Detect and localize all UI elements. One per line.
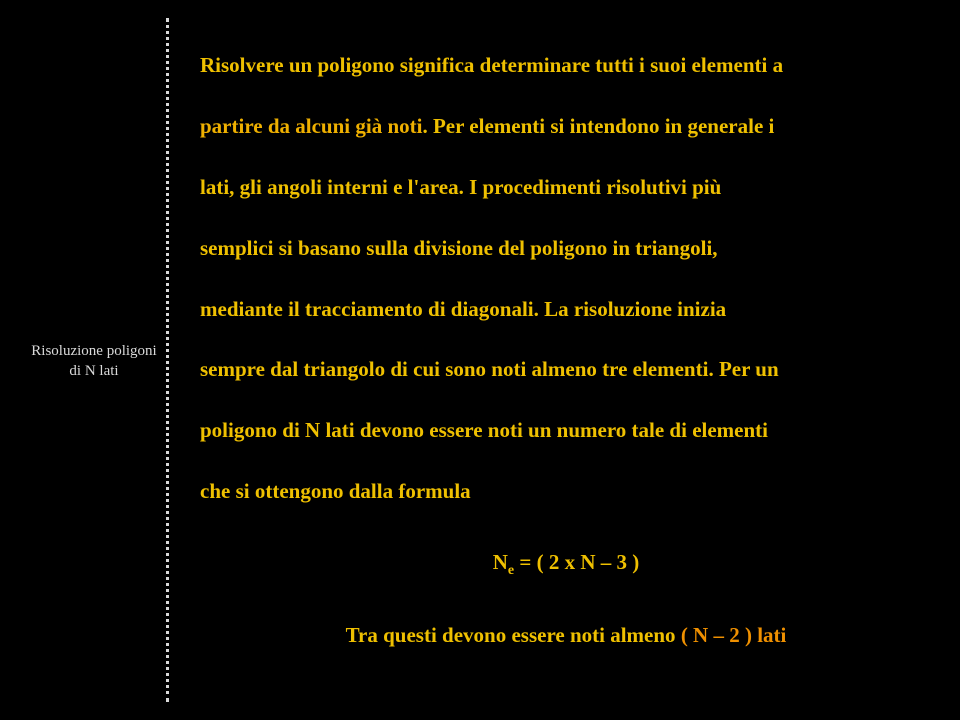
formula-rhs: = ( 2 x N – 3 ) <box>514 550 639 574</box>
body-line-5: mediante il tracciamento di diagonali. L… <box>200 297 726 321</box>
sidebar-caption: Risoluzione poligoni di N lati <box>24 342 164 381</box>
body-line-1: Risolvere un poligono significa determin… <box>200 53 783 77</box>
main-content: Risolvere un poligono significa determin… <box>200 35 932 648</box>
sidebar-caption-line2: di N lati <box>69 363 118 379</box>
formula-lhs-base: N <box>493 550 508 574</box>
body-line-3: lati, gli angoli interni e l'area. I pro… <box>200 175 721 199</box>
vertical-dotted-divider <box>166 18 169 702</box>
closing-highlight: ( N – 2 ) lati <box>681 623 787 647</box>
body-line-2a: partire da alcuni già noti <box>200 114 422 138</box>
formula: Ne = ( 2 x N – 3 ) <box>493 550 640 574</box>
closing-prefix: Tra questi devono essere noti almeno <box>346 623 681 647</box>
body-line-6: sempre dal triangolo di cui sono noti al… <box>200 357 779 381</box>
body-line-4: semplici si basano sulla divisione del p… <box>200 236 718 260</box>
closing-line: Tra questi devono essere noti almeno ( N… <box>200 623 932 648</box>
formula-block: Ne = ( 2 x N – 3 ) <box>200 550 932 579</box>
body-line-7: poligono di N lati devono essere noti un… <box>200 418 768 442</box>
body-line-2b: . Per elementi si intendono in generale … <box>422 114 774 138</box>
body-line-8: che si ottengono dalla formula <box>200 479 471 503</box>
body-paragraph: Risolvere un poligono significa determin… <box>200 35 932 522</box>
sidebar-caption-line1: Risoluzione poligoni <box>31 343 156 359</box>
